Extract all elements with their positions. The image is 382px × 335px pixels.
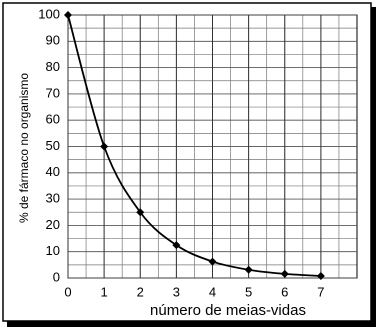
x-tick-label: 6	[281, 284, 288, 299]
x-tick-label: 7	[317, 284, 324, 299]
y-tick-label: 50	[46, 138, 60, 153]
y-tick-label: 0	[53, 269, 60, 284]
grid	[67, 14, 358, 279]
point-marker	[208, 257, 217, 266]
y-tick-label: 30	[46, 191, 60, 206]
y-tick-label: 80	[46, 59, 60, 74]
point-marker	[316, 271, 325, 280]
x-tick-label: 2	[137, 284, 144, 299]
point-marker	[280, 269, 289, 278]
x-tick-label: 1	[101, 284, 108, 299]
y-tick-label: 100	[38, 6, 60, 21]
y-tick-label: 70	[46, 85, 60, 100]
y-axis-label: % de fármaco no organismo	[17, 73, 31, 223]
y-tick-label: 40	[46, 164, 60, 179]
x-tick-label: 5	[245, 284, 252, 299]
point-marker	[136, 208, 145, 217]
point-marker	[100, 142, 109, 151]
y-tick-label: 20	[46, 217, 60, 232]
x-tick-label: 4	[209, 284, 216, 299]
y-tick-label: 60	[46, 112, 60, 127]
point-marker	[64, 11, 72, 19]
point-marker	[172, 241, 181, 250]
frame	[2, 2, 372, 322]
x-tick-label: 0	[64, 284, 71, 299]
point-marker	[244, 265, 253, 274]
x-tick-label: 3	[173, 284, 180, 299]
line	[67, 14, 321, 277]
y-tick-label: 10	[46, 243, 60, 258]
x-axis-label: número de meias-vidas	[150, 302, 306, 319]
y-tick-label: 90	[46, 33, 60, 48]
